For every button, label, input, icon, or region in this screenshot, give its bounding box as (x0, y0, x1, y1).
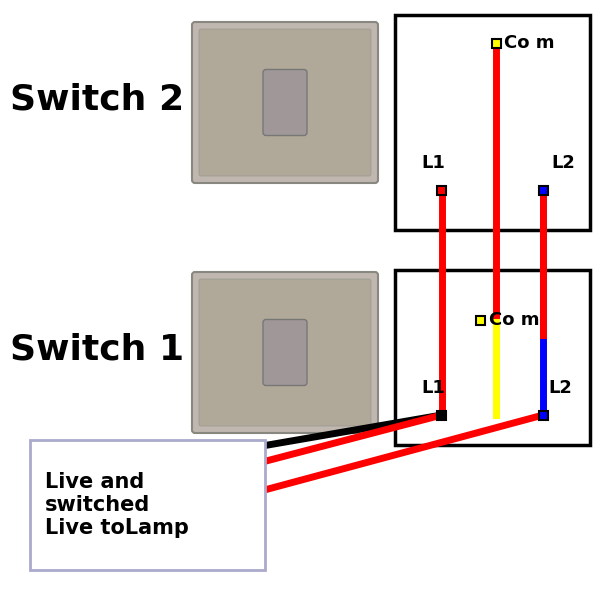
Text: L1: L1 (422, 154, 446, 172)
Bar (437, 185, 446, 194)
Text: L2: L2 (548, 379, 572, 397)
FancyBboxPatch shape (192, 22, 378, 183)
Text: L2: L2 (551, 154, 575, 172)
Bar (492, 38, 501, 47)
FancyBboxPatch shape (263, 70, 307, 136)
Text: L1: L1 (422, 379, 446, 397)
Bar (395, 15, 590, 230)
FancyBboxPatch shape (199, 29, 371, 176)
Bar (30, 440, 265, 570)
Bar (539, 185, 548, 194)
Bar (539, 410, 548, 419)
Bar (395, 270, 590, 445)
Text: Switch 1: Switch 1 (10, 333, 184, 367)
Text: Co m: Co m (505, 34, 555, 52)
Text: Co m: Co m (489, 311, 539, 329)
Bar (437, 410, 446, 419)
FancyBboxPatch shape (199, 279, 371, 426)
Bar (476, 316, 485, 325)
Text: Live and
switched
Live toLamp: Live and switched Live toLamp (45, 472, 189, 538)
FancyBboxPatch shape (263, 319, 307, 385)
Text: Switch 2: Switch 2 (10, 83, 184, 117)
FancyBboxPatch shape (192, 272, 378, 433)
